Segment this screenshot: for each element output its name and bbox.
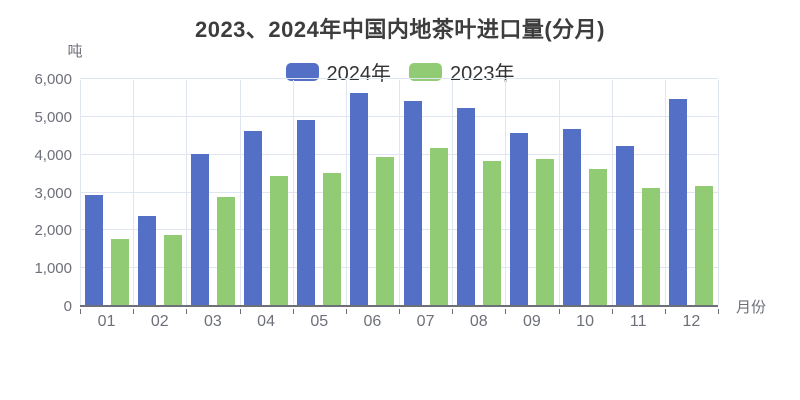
- chart-title: 2023、2024年中国内地茶叶进口量(分月): [194, 17, 606, 42]
- x-axis-tick-9: [559, 309, 560, 314]
- x-axis-tick-2: [186, 309, 187, 314]
- legend-swatch-2023[interactable]: [409, 62, 442, 81]
- bar-2023年-07[interactable]: [429, 148, 448, 305]
- gridline-x-boundary-10: [612, 80, 613, 305]
- x-tick-label-04: 04: [257, 313, 275, 330]
- gridline-x-boundary-5: [346, 80, 347, 305]
- x-axis-tick-0: [80, 309, 81, 314]
- y-tick-label-2000: 2,000: [34, 222, 72, 240]
- x-axis-tick-8: [505, 309, 506, 314]
- bar-2024年-02[interactable]: [137, 216, 156, 305]
- bar-2023年-03[interactable]: [216, 197, 235, 305]
- y-tick-label-1000: 1,000: [34, 260, 72, 278]
- bar-2024年-12[interactable]: [669, 98, 688, 305]
- bar-2024年-08[interactable]: [456, 108, 475, 305]
- bar-2024年-05[interactable]: [297, 119, 316, 305]
- y-tick-label-4000: 4,000: [34, 146, 72, 164]
- legend: 2024年 2023年: [0, 57, 800, 86]
- legend-swatch-2024[interactable]: [285, 62, 319, 81]
- x-axis-tick-6: [399, 309, 400, 314]
- bar-2024年-07[interactable]: [403, 100, 422, 305]
- y-tick-label-3000: 3,000: [34, 184, 72, 202]
- bar-2023年-01[interactable]: [110, 238, 129, 305]
- gridline-x-boundary-8: [505, 80, 506, 305]
- x-axis-name-label: 月份: [736, 299, 767, 316]
- bar-2023年-06[interactable]: [376, 157, 395, 305]
- gridline-x-boundary-2: [186, 80, 187, 305]
- x-axis-tick-5: [346, 309, 347, 314]
- x-tick-label-07: 07: [416, 313, 435, 330]
- gridline-y-6000: [80, 78, 718, 79]
- bar-2024年-10[interactable]: [563, 129, 582, 305]
- bar-2024年-01[interactable]: [84, 195, 103, 305]
- x-axis-tick-1: [133, 309, 134, 314]
- bar-2024年-03[interactable]: [190, 153, 209, 305]
- bar-2023年-12[interactable]: [695, 185, 714, 305]
- bar-2023年-09[interactable]: [535, 159, 554, 305]
- x-tick-label-10: 10: [576, 313, 594, 330]
- x-axis-tick-4: [293, 309, 294, 314]
- legend-label-2024[interactable]: 2024年: [326, 63, 392, 85]
- bar-2023年-10[interactable]: [589, 168, 608, 305]
- bar-2024年-06[interactable]: [350, 93, 369, 305]
- gridline-x-boundary-7: [452, 80, 453, 305]
- x-tick-label-01: 01: [97, 313, 116, 330]
- gridline-x-boundary-11: [665, 80, 666, 305]
- y-axis-unit-label: 吨: [67, 43, 83, 60]
- x-tick-label-03: 03: [204, 313, 222, 330]
- gridline-x-boundary-4: [293, 80, 294, 305]
- gridline-x-boundary-9: [559, 80, 560, 305]
- gridline-x-boundary-3: [240, 80, 241, 305]
- y-tick-label-6000: 6,000: [34, 71, 72, 88]
- bar-2024年-11[interactable]: [616, 146, 635, 305]
- bar-2024年-09[interactable]: [509, 132, 528, 305]
- gridline-x-boundary-6: [399, 80, 400, 305]
- bar-2023年-05[interactable]: [323, 172, 342, 305]
- y-tick-label-5000: 5,000: [34, 108, 72, 126]
- bar-2023年-08[interactable]: [482, 161, 501, 305]
- x-tick-label-12: 12: [682, 313, 701, 330]
- x-tick-label-06: 06: [363, 313, 382, 330]
- gridline-x-boundary-1: [133, 80, 134, 305]
- legend-item-2024[interactable]: 2024年: [285, 57, 392, 86]
- bar-2024年-04[interactable]: [244, 130, 263, 305]
- plot-area: [80, 78, 719, 307]
- gridline-x-boundary-12: [718, 80, 719, 305]
- x-tick-label-09: 09: [523, 313, 541, 330]
- legend-item-2023[interactable]: 2023年: [409, 57, 515, 86]
- bar-2023年-11[interactable]: [642, 187, 661, 305]
- y-tick-label-0: 0: [63, 298, 72, 315]
- x-axis-tick-12: [718, 309, 719, 314]
- x-axis-tick-7: [452, 309, 453, 314]
- x-tick-label-05: 05: [310, 313, 329, 330]
- x-axis-tick-3: [240, 309, 241, 314]
- x-tick-label-08: 08: [469, 313, 488, 330]
- x-tick-label-11: 11: [629, 313, 647, 330]
- legend-label-2023[interactable]: 2023年: [450, 63, 515, 85]
- x-axis-tick-10: [612, 309, 613, 314]
- x-tick-label-02: 02: [150, 313, 169, 330]
- bar-2023年-04[interactable]: [270, 176, 289, 305]
- bar-2023年-02[interactable]: [163, 235, 182, 305]
- gridline-x-boundary-0: [80, 80, 81, 305]
- x-axis-tick-11: [665, 309, 666, 314]
